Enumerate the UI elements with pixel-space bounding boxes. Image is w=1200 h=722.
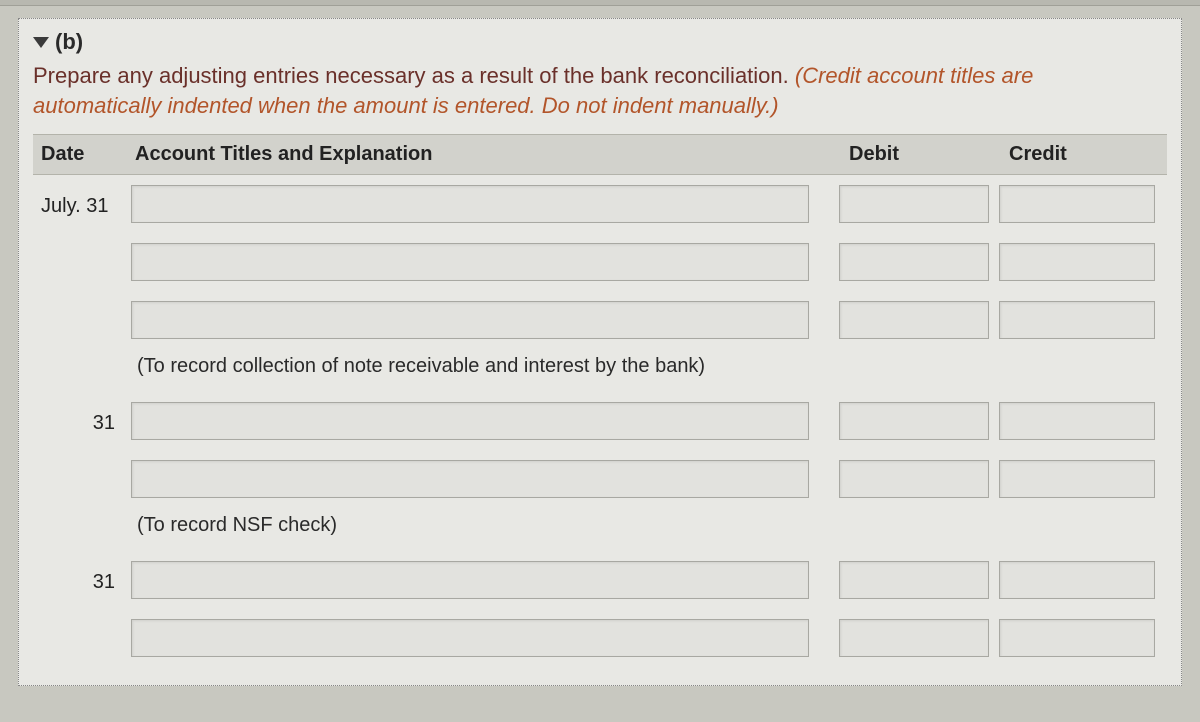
credit-cell <box>999 402 1159 440</box>
account-cell <box>131 301 839 339</box>
account-cell <box>131 619 839 657</box>
instruction-text: Prepare any adjusting entries necessary … <box>33 61 1167 120</box>
explanation-text: (To record collection of note receivable… <box>131 355 1159 378</box>
spacer <box>41 514 131 537</box>
account-cell <box>131 185 839 223</box>
section-header[interactable]: (b) <box>33 29 1167 55</box>
debit-cell <box>839 185 999 223</box>
credit-input[interactable] <box>999 460 1155 498</box>
account-cell <box>131 402 839 440</box>
debit-input[interactable] <box>839 619 989 657</box>
date-cell <box>41 636 131 640</box>
credit-input[interactable] <box>999 619 1155 657</box>
question-panel: (b) Prepare any adjusting entries necess… <box>18 18 1182 686</box>
account-input[interactable] <box>131 402 809 440</box>
debit-cell <box>839 619 999 657</box>
section-label: (b) <box>55 29 83 55</box>
table-row <box>33 450 1167 508</box>
credit-input[interactable] <box>999 185 1155 223</box>
table-row <box>33 291 1167 349</box>
header-credit: Credit <box>999 143 1159 166</box>
date-cell <box>41 318 131 322</box>
debit-cell <box>839 301 999 339</box>
credit-cell <box>999 460 1159 498</box>
date-cell <box>41 260 131 264</box>
content-wrap: (b) Prepare any adjusting entries necess… <box>0 6 1200 686</box>
account-input[interactable] <box>131 460 809 498</box>
date-cell <box>41 477 131 481</box>
debit-cell <box>839 402 999 440</box>
credit-input[interactable] <box>999 402 1155 440</box>
date-cell: July. 31 <box>41 191 131 218</box>
credit-cell <box>999 185 1159 223</box>
account-input[interactable] <box>131 243 809 281</box>
account-cell <box>131 243 839 281</box>
debit-input[interactable] <box>839 301 989 339</box>
table-header-row: Date Account Titles and Explanation Debi… <box>33 134 1167 175</box>
instruction-main: Prepare any adjusting entries necessary … <box>33 63 795 88</box>
credit-input[interactable] <box>999 561 1155 599</box>
table-row: 31 <box>33 392 1167 450</box>
credit-cell <box>999 619 1159 657</box>
debit-input[interactable] <box>839 561 989 599</box>
debit-input[interactable] <box>839 185 989 223</box>
table-row <box>33 609 1167 667</box>
credit-cell <box>999 243 1159 281</box>
debit-input[interactable] <box>839 402 989 440</box>
credit-input[interactable] <box>999 301 1155 339</box>
debit-cell <box>839 243 999 281</box>
journal-table: Date Account Titles and Explanation Debi… <box>33 134 1167 667</box>
table-row: July. 31 <box>33 175 1167 233</box>
date-cell: 31 <box>41 408 131 435</box>
explanation-row: (To record collection of note receivable… <box>33 349 1167 392</box>
credit-cell <box>999 301 1159 339</box>
account-cell <box>131 561 839 599</box>
account-input[interactable] <box>131 619 809 657</box>
header-debit: Debit <box>839 143 999 166</box>
debit-input[interactable] <box>839 243 989 281</box>
debit-input[interactable] <box>839 460 989 498</box>
account-input[interactable] <box>131 301 809 339</box>
debit-cell <box>839 561 999 599</box>
credit-cell <box>999 561 1159 599</box>
account-cell <box>131 460 839 498</box>
table-body: July. 31 (To record collection of note re… <box>33 175 1167 667</box>
collapse-arrow-icon <box>33 37 49 48</box>
spacer <box>41 355 131 378</box>
credit-input[interactable] <box>999 243 1155 281</box>
account-input[interactable] <box>131 185 809 223</box>
explanation-text: (To record NSF check) <box>131 514 1159 537</box>
table-row: 31 <box>33 551 1167 609</box>
account-input[interactable] <box>131 561 809 599</box>
date-cell: 31 <box>41 567 131 594</box>
header-account: Account Titles and Explanation <box>131 143 839 166</box>
debit-cell <box>839 460 999 498</box>
explanation-row: (To record NSF check) <box>33 508 1167 551</box>
header-date: Date <box>41 143 131 166</box>
table-row <box>33 233 1167 291</box>
